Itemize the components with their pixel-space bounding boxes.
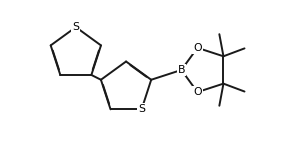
Text: O: O	[193, 43, 202, 53]
Text: S: S	[72, 22, 79, 32]
Text: B: B	[178, 65, 185, 75]
Text: O: O	[193, 87, 202, 97]
Text: S: S	[138, 104, 145, 114]
